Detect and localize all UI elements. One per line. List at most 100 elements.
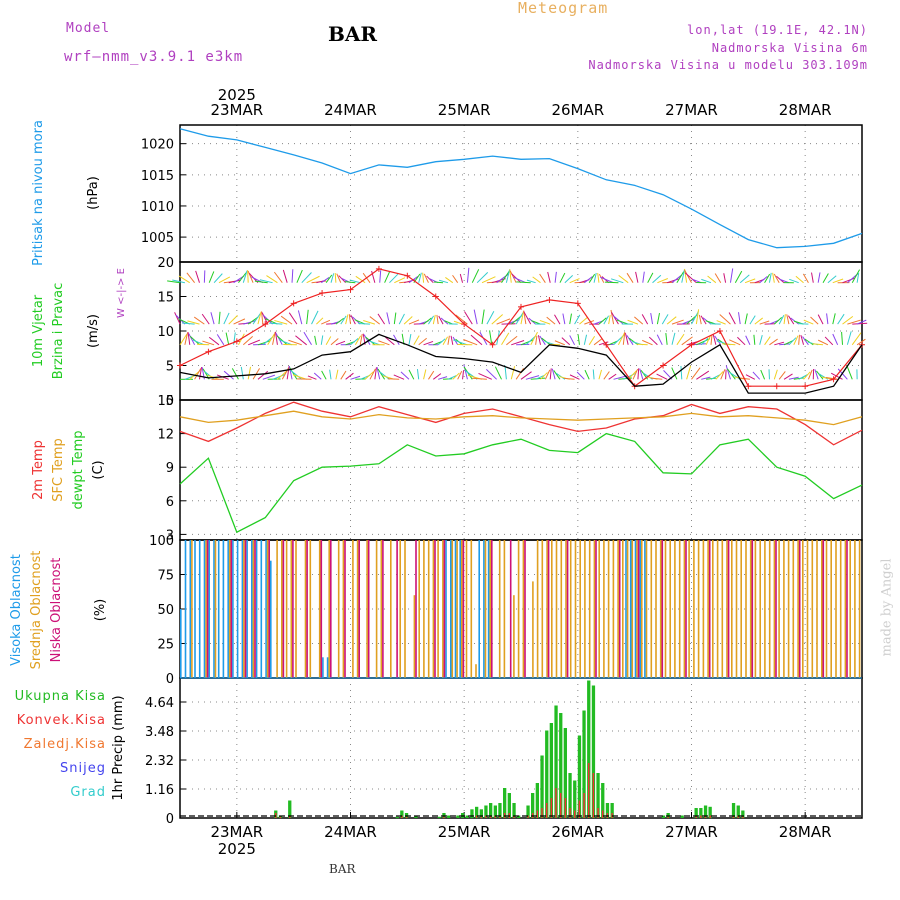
precip-bar	[526, 805, 530, 818]
wind-vector	[505, 269, 511, 283]
cloud-bar	[645, 540, 648, 678]
wind-vector	[186, 272, 196, 284]
wind-vector	[610, 309, 615, 325]
wind-vector	[274, 331, 278, 345]
cloud-bar	[475, 664, 477, 678]
wind-vector	[712, 334, 717, 345]
wind-vector	[639, 368, 644, 380]
cloud-bar	[797, 540, 799, 678]
cloud-bar	[432, 540, 435, 678]
wind-vector	[824, 336, 834, 346]
cloud-bar	[693, 540, 695, 678]
cloud-bar	[697, 540, 700, 678]
wind-vector	[223, 370, 234, 380]
model-elevation: Nadmorska Visina u modelu 303.109m	[588, 58, 868, 72]
cloud-bar	[731, 540, 733, 678]
wind-vector	[725, 365, 731, 380]
precip-conv-bar	[583, 793, 585, 818]
wind-vector	[535, 335, 538, 345]
cloud-bar	[246, 540, 248, 678]
wind-vector	[509, 270, 517, 283]
wind-vector	[457, 370, 463, 380]
wind-vector	[377, 313, 386, 325]
wind-vector	[515, 368, 525, 380]
cloud-bar	[626, 540, 629, 678]
precip-bar	[605, 803, 610, 818]
cloud-bar	[854, 540, 856, 678]
cloud-bar	[683, 540, 686, 678]
cloud-bar	[629, 540, 632, 678]
precip-conv-bar	[709, 815, 711, 818]
wind-vector	[223, 312, 230, 325]
cloud-bar	[461, 540, 463, 678]
cloud-bar	[390, 540, 392, 678]
cloud-bar	[688, 540, 690, 678]
cloud-bar	[396, 540, 398, 678]
cloud-bar	[470, 540, 473, 678]
precip-bar	[479, 809, 483, 819]
wind-vector	[198, 366, 203, 380]
wind-vector	[650, 377, 663, 380]
wind-vector	[681, 269, 685, 283]
gust-marker	[546, 296, 553, 303]
precip-conv-bar	[546, 803, 548, 818]
cloud-bar	[637, 540, 640, 678]
wind-vector	[778, 315, 785, 325]
cloud-bar	[821, 540, 823, 678]
wind-vector	[680, 365, 683, 380]
cloud-bar	[846, 540, 848, 678]
wind-vector	[710, 374, 721, 380]
wind-vector	[816, 370, 824, 380]
cloud-bar	[560, 540, 563, 678]
watermark: made by Angel	[879, 558, 895, 657]
wind-vector	[554, 314, 561, 325]
precip-bar	[288, 800, 292, 818]
cloud-bar	[839, 540, 842, 678]
wind-vector	[851, 269, 860, 283]
cloud-bar	[230, 540, 233, 678]
wind-vector	[764, 336, 771, 346]
wind-vector	[335, 369, 339, 380]
wind-vector	[656, 373, 668, 380]
cloud-bar	[251, 540, 253, 678]
wind-vector	[657, 278, 669, 284]
ytick-label: 15	[157, 291, 174, 306]
cloud-bar	[217, 540, 220, 678]
cloud-bar	[607, 540, 610, 678]
wind-speed-line	[179, 333, 863, 394]
wind-vector	[616, 319, 629, 325]
cloud-bar	[517, 540, 520, 678]
wind-vector	[257, 311, 262, 325]
wind-vector	[470, 334, 483, 346]
wind-vector	[598, 369, 603, 380]
precip-bar	[554, 705, 558, 818]
xtick-label-bottom: 25MAR	[438, 823, 491, 841]
wind-vector	[569, 313, 572, 325]
wind-vector	[783, 340, 794, 346]
wind-vector	[511, 340, 525, 346]
cloud-bar	[232, 540, 234, 678]
cloud-bar	[708, 540, 711, 678]
wind-vector	[496, 318, 511, 325]
wind-vector	[714, 273, 722, 283]
wind-vector	[744, 278, 756, 284]
wind-vector	[494, 366, 502, 380]
cloud-bar	[320, 540, 323, 678]
wind-vector	[701, 278, 712, 284]
cloud-bar	[498, 540, 501, 678]
cloud-bar	[380, 540, 383, 678]
wind-vector	[745, 335, 751, 346]
wind-vector	[363, 334, 371, 346]
cloud-bar	[745, 540, 747, 678]
wind-vector	[773, 273, 780, 283]
wind-vector	[540, 372, 548, 380]
wind-vector	[240, 366, 244, 380]
wind-vector	[437, 338, 446, 346]
wind-vector	[501, 270, 510, 283]
wind-vector	[647, 272, 654, 283]
wind-vector	[804, 338, 814, 346]
wind-vector	[520, 311, 524, 325]
cloud-bar	[825, 540, 828, 678]
gust-marker	[660, 362, 667, 369]
cloud-bar	[418, 540, 420, 678]
